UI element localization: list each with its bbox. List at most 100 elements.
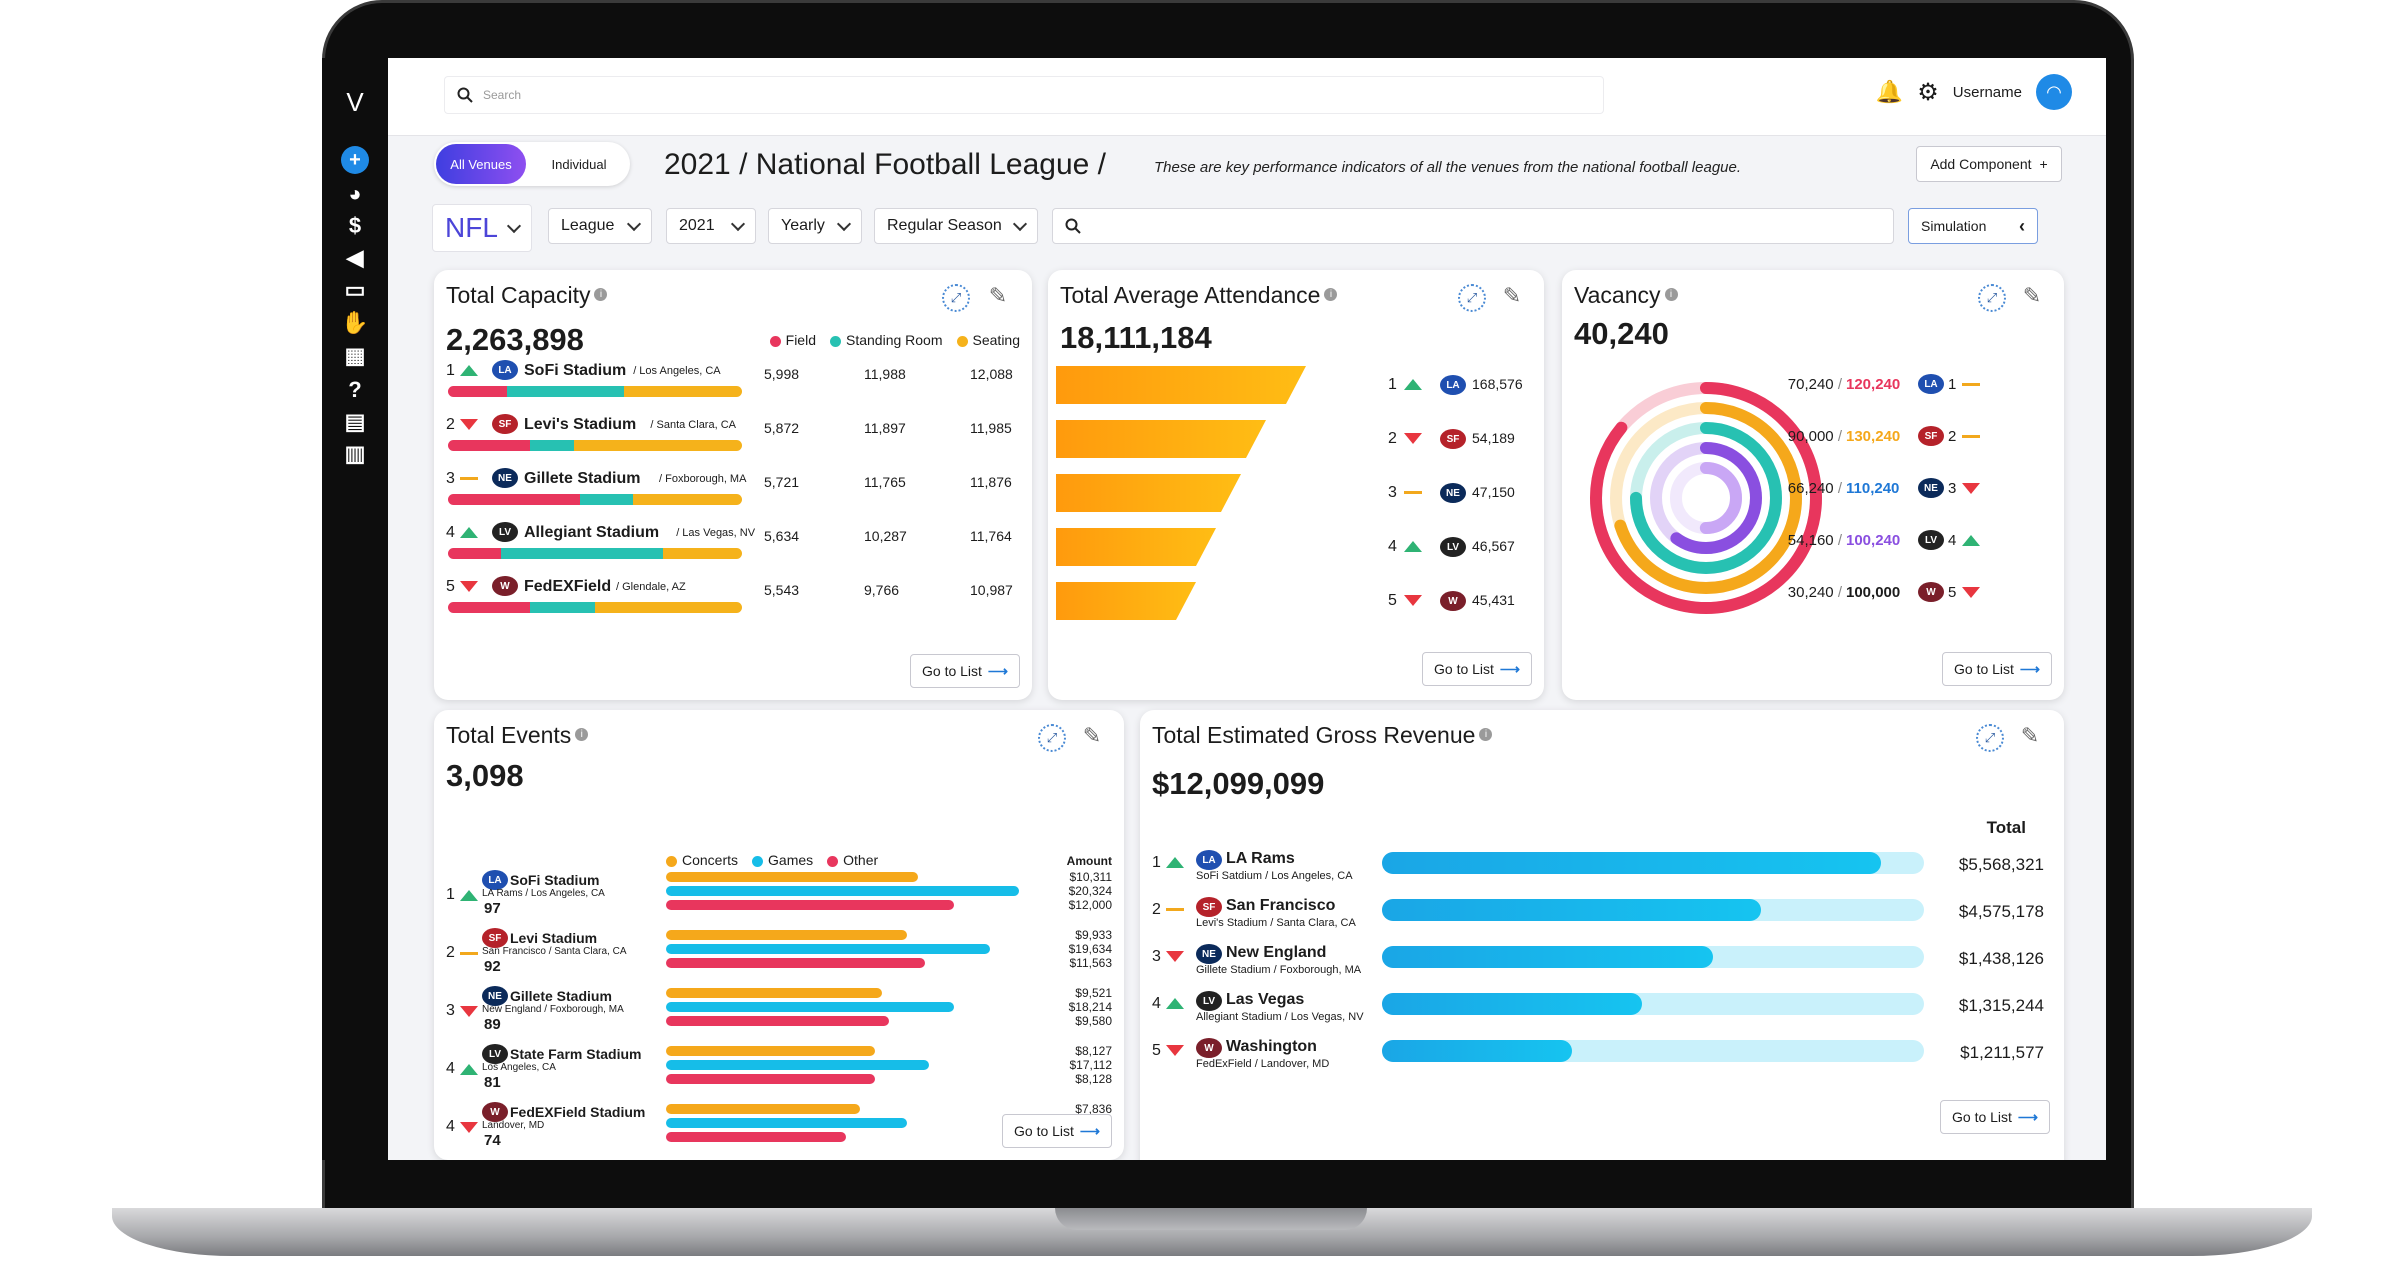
search-input[interactable]: Search (444, 76, 1604, 114)
attendance-funnel-bar (1056, 474, 1241, 512)
team-logo-icon: NE (1196, 944, 1222, 964)
info-icon[interactable]: i (575, 728, 589, 741)
card-title: Total Events i (446, 722, 589, 749)
pie-chart-icon[interactable]: ◕ (348, 181, 362, 206)
toggle-individual[interactable]: Individual (551, 156, 607, 172)
report-search-icon[interactable]: ▤ (344, 409, 366, 434)
event-bar (666, 1074, 875, 1084)
rank-number: 1 (1152, 854, 1161, 871)
pencil-icon[interactable]: ✎ (988, 283, 1008, 308)
attendance-card: Total Average Attendance i 18,111,184 ⤢ ✎… (1048, 270, 1544, 700)
legend-dot (830, 335, 841, 347)
team-logo-icon: LA (482, 870, 508, 890)
event-bar (666, 886, 1019, 896)
pencil-icon[interactable]: ✎ (1502, 283, 1522, 308)
info-icon[interactable]: i (594, 288, 608, 301)
event-bar (666, 930, 908, 940)
pencil-icon[interactable]: ✎ (2022, 283, 2042, 308)
field-value: 5,543 (764, 582, 800, 598)
plus-icon[interactable]: + (341, 146, 369, 174)
venue-city: / Los Angeles, CA (633, 365, 721, 377)
period-select[interactable]: Yearly (768, 208, 862, 244)
attendance-funnel-bar (1056, 582, 1196, 620)
dollar-icon[interactable]: $ (348, 213, 362, 238)
go-to-list-button[interactable]: Go to List ⟶ (1002, 1114, 1112, 1148)
go-to-list-button[interactable]: Go to List ⟶ (1940, 1100, 2050, 1134)
megaphone-icon[interactable]: ◀ (346, 245, 364, 270)
revenue-bar-fill (1382, 946, 1713, 968)
team-logo-icon: LA (1918, 374, 1944, 394)
username[interactable]: Username (1952, 83, 2022, 101)
season-select[interactable]: Regular Season (874, 208, 1038, 244)
table-icon[interactable]: ▥ (344, 441, 366, 466)
user-area: 🔔 ⚙ Username ◠ (1876, 74, 2072, 110)
team-logo-icon: NE (492, 468, 518, 488)
trend-up-icon (460, 527, 478, 538)
search-placeholder: Search (483, 88, 522, 102)
vacancy-row: 90,000 / (1732, 428, 1842, 445)
vacancy-row: 30,240 / (1732, 584, 1842, 601)
vacant-value: 70,240 (1787, 376, 1834, 393)
expand-icon[interactable]: ⤢ (1976, 724, 2004, 752)
league-logo-select[interactable]: NFL (432, 204, 532, 252)
filter-search-input[interactable] (1052, 208, 1894, 244)
capacity-bar (448, 602, 742, 613)
venue-sub: New England / Foxborough, MA (482, 1004, 624, 1015)
title-bar: All Venues Individual 2021 / National Fo… (434, 142, 2064, 190)
expand-icon[interactable]: ⤢ (1038, 724, 1066, 752)
simulation-button[interactable]: Simulation ‹ (1908, 208, 2038, 244)
venue-sub: Gillete Stadium / Foxborough, MA (1196, 964, 1362, 976)
vacancy-title: Vacancy (1574, 282, 1661, 308)
total-value: 100,000 (1846, 584, 1901, 601)
capacity-bar-segment (448, 602, 531, 613)
venue-sub: Los Angeles, CA (482, 1062, 556, 1073)
go-to-list-button[interactable]: Go to List ⟶ (1942, 652, 2052, 686)
calendar-icon[interactable]: ▦ (344, 343, 366, 368)
events-title: Total Events (446, 722, 572, 748)
trend-down-icon (460, 1122, 478, 1133)
expand-icon[interactable]: ⤢ (1458, 284, 1486, 312)
amount-value: $20,324 (1068, 884, 1112, 898)
trend-up-icon (1962, 535, 1980, 546)
revenue-bar-fill (1382, 852, 1881, 874)
rank-number: 4 (1388, 538, 1397, 555)
capacity-bar-segment (500, 548, 663, 559)
toggle-all-venues[interactable]: All Venues (436, 144, 526, 184)
bell-icon[interactable]: 🔔 (1875, 79, 1904, 104)
league-select[interactable]: League (548, 208, 652, 244)
info-icon[interactable]: i (1324, 288, 1338, 301)
trend-flat-icon (460, 477, 478, 480)
avatar[interactable]: ◠ (2036, 74, 2072, 110)
rank-number: 4 (446, 524, 455, 541)
venue-sub: San Francisco / Santa Clara, CA (482, 946, 627, 957)
card-title: Total Estimated Gross Revenue i (1152, 722, 1493, 749)
event-bar (666, 1046, 875, 1056)
card-title: Vacancy i (1574, 282, 1678, 309)
year-select[interactable]: 2021 (666, 208, 756, 244)
events-legend: Concerts Games Other (666, 852, 878, 868)
handshake-icon[interactable]: ✋ (341, 310, 369, 335)
add-component-button[interactable]: Add Component + (1916, 146, 2062, 182)
trend-up-icon (1404, 541, 1422, 552)
rank-number: 1 (446, 362, 455, 379)
team-logo-icon: W (492, 576, 518, 596)
help-icon[interactable]: ? (348, 377, 362, 402)
venue-name: SoFi Stadium (510, 872, 600, 888)
attendance-funnel-bar (1056, 366, 1306, 404)
total-header: Total (1986, 818, 2026, 837)
venue-toggle: All Venues Individual (434, 142, 630, 186)
capacity-bar-segment (662, 548, 742, 559)
go-to-list-button[interactable]: Go to List ⟶ (1422, 652, 1532, 686)
gear-icon[interactable]: ⚙ (1917, 78, 1939, 106)
capacity-bar-segment (448, 548, 501, 559)
go-to-list-button[interactable]: Go to List ⟶ (910, 654, 1020, 688)
team-logo-icon: SF (1918, 426, 1944, 446)
info-icon[interactable]: i (1479, 728, 1493, 741)
event-bar (666, 1104, 861, 1114)
expand-icon[interactable]: ⤢ (1978, 284, 2006, 312)
folder-icon[interactable]: ▭ (344, 277, 366, 302)
pencil-icon[interactable]: ✎ (1082, 723, 1102, 748)
info-icon[interactable]: i (1664, 288, 1678, 301)
expand-icon[interactable]: ⤢ (942, 284, 970, 312)
pencil-icon[interactable]: ✎ (2020, 723, 2040, 748)
